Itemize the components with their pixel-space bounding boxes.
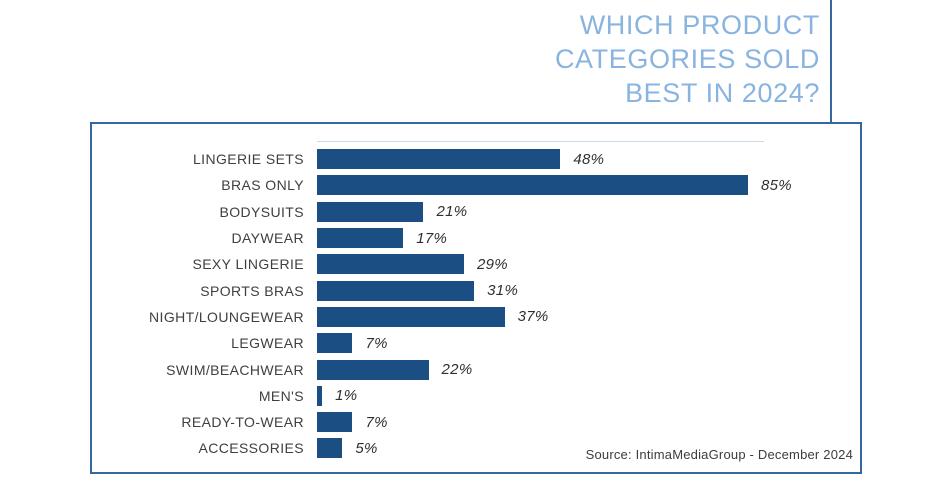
- chart-row: ACCESSORIES 5%: [92, 435, 860, 461]
- bar: [317, 412, 353, 433]
- bar: [317, 438, 343, 459]
- value-label: 37%: [517, 308, 549, 326]
- chart-title: WHICH PRODUCT CATEGORIES SOLD BEST IN 20…: [555, 8, 820, 110]
- chart-title-line-2: CATEGORIES SOLD: [554, 44, 820, 74]
- bar: [317, 333, 353, 354]
- plot-top-border: [317, 141, 764, 142]
- bar: [317, 149, 561, 170]
- category-label: SEXY LINGERIE: [192, 256, 304, 273]
- category-label: SWIM/BEACHWEAR: [166, 361, 304, 378]
- category-label: BRAS ONLY: [221, 177, 304, 194]
- category-label: NIGHT/LOUNGEWEAR: [149, 308, 304, 325]
- category-label: SPORTS BRAS: [200, 282, 304, 299]
- category-label: LEGWEAR: [231, 335, 304, 352]
- title-accent-line: [830, 0, 832, 146]
- value-label: 5%: [355, 439, 378, 457]
- chart-row: SEXY LINGERIE 29%: [92, 251, 860, 277]
- chart-row: BRAS ONLY 85%: [92, 172, 860, 198]
- value-label: 22%: [441, 361, 473, 379]
- value-label: 7%: [365, 413, 388, 431]
- value-label: 1%: [335, 387, 358, 405]
- bar: [317, 175, 748, 196]
- bar: [317, 359, 429, 380]
- category-label: ACCESSORIES: [198, 440, 304, 457]
- chart-row: LEGWEAR 7%: [92, 330, 860, 356]
- chart-row: NIGHT/LOUNGEWEAR 37%: [92, 304, 860, 330]
- bar: [317, 201, 424, 222]
- chart-row: DAYWEAR 17%: [92, 225, 860, 251]
- chart-row: READY-TO-WEAR 7%: [92, 409, 860, 435]
- bar: [317, 385, 323, 406]
- bar: [317, 306, 505, 327]
- chart-row: SWIM/BEACHWEAR 22%: [92, 356, 860, 382]
- value-label: 29%: [477, 255, 508, 273]
- chart-panel: LINGERIE SETS 48% BRAS ONLY 85% BODYSUITS 21%…: [90, 122, 862, 474]
- chart-row: LINGERIE SETS 48%: [92, 146, 860, 172]
- category-label: BODYSUITS: [219, 203, 304, 220]
- category-label: DAYWEAR: [231, 230, 304, 247]
- bar: [317, 254, 465, 275]
- value-label: 48%: [573, 150, 605, 168]
- chart-row: MEN'S 1%: [92, 383, 860, 409]
- bar: [317, 228, 404, 249]
- bar-chart: LINGERIE SETS 48% BRAS ONLY 85% BODYSUITS 21%…: [92, 146, 860, 462]
- bar: [317, 280, 475, 301]
- value-label: 7%: [365, 334, 388, 352]
- category-label: LINGERIE SETS: [192, 151, 304, 168]
- value-label: 21%: [436, 203, 468, 221]
- category-label: MEN'S: [258, 387, 304, 404]
- chart-row: SPORTS BRAS 31%: [92, 277, 860, 303]
- value-label: 17%: [416, 229, 448, 247]
- chart-title-line-3: BEST IN 2024?: [625, 78, 820, 108]
- value-label: 31%: [487, 282, 519, 300]
- chart-title-line-1: WHICH PRODUCT: [579, 10, 820, 40]
- chart-row: BODYSUITS 21%: [92, 199, 860, 225]
- category-label: READY-TO-WEAR: [181, 414, 304, 431]
- source-caption: Source: IntimaMediaGroup - December 2024: [585, 447, 853, 462]
- value-label: 85%: [760, 176, 792, 194]
